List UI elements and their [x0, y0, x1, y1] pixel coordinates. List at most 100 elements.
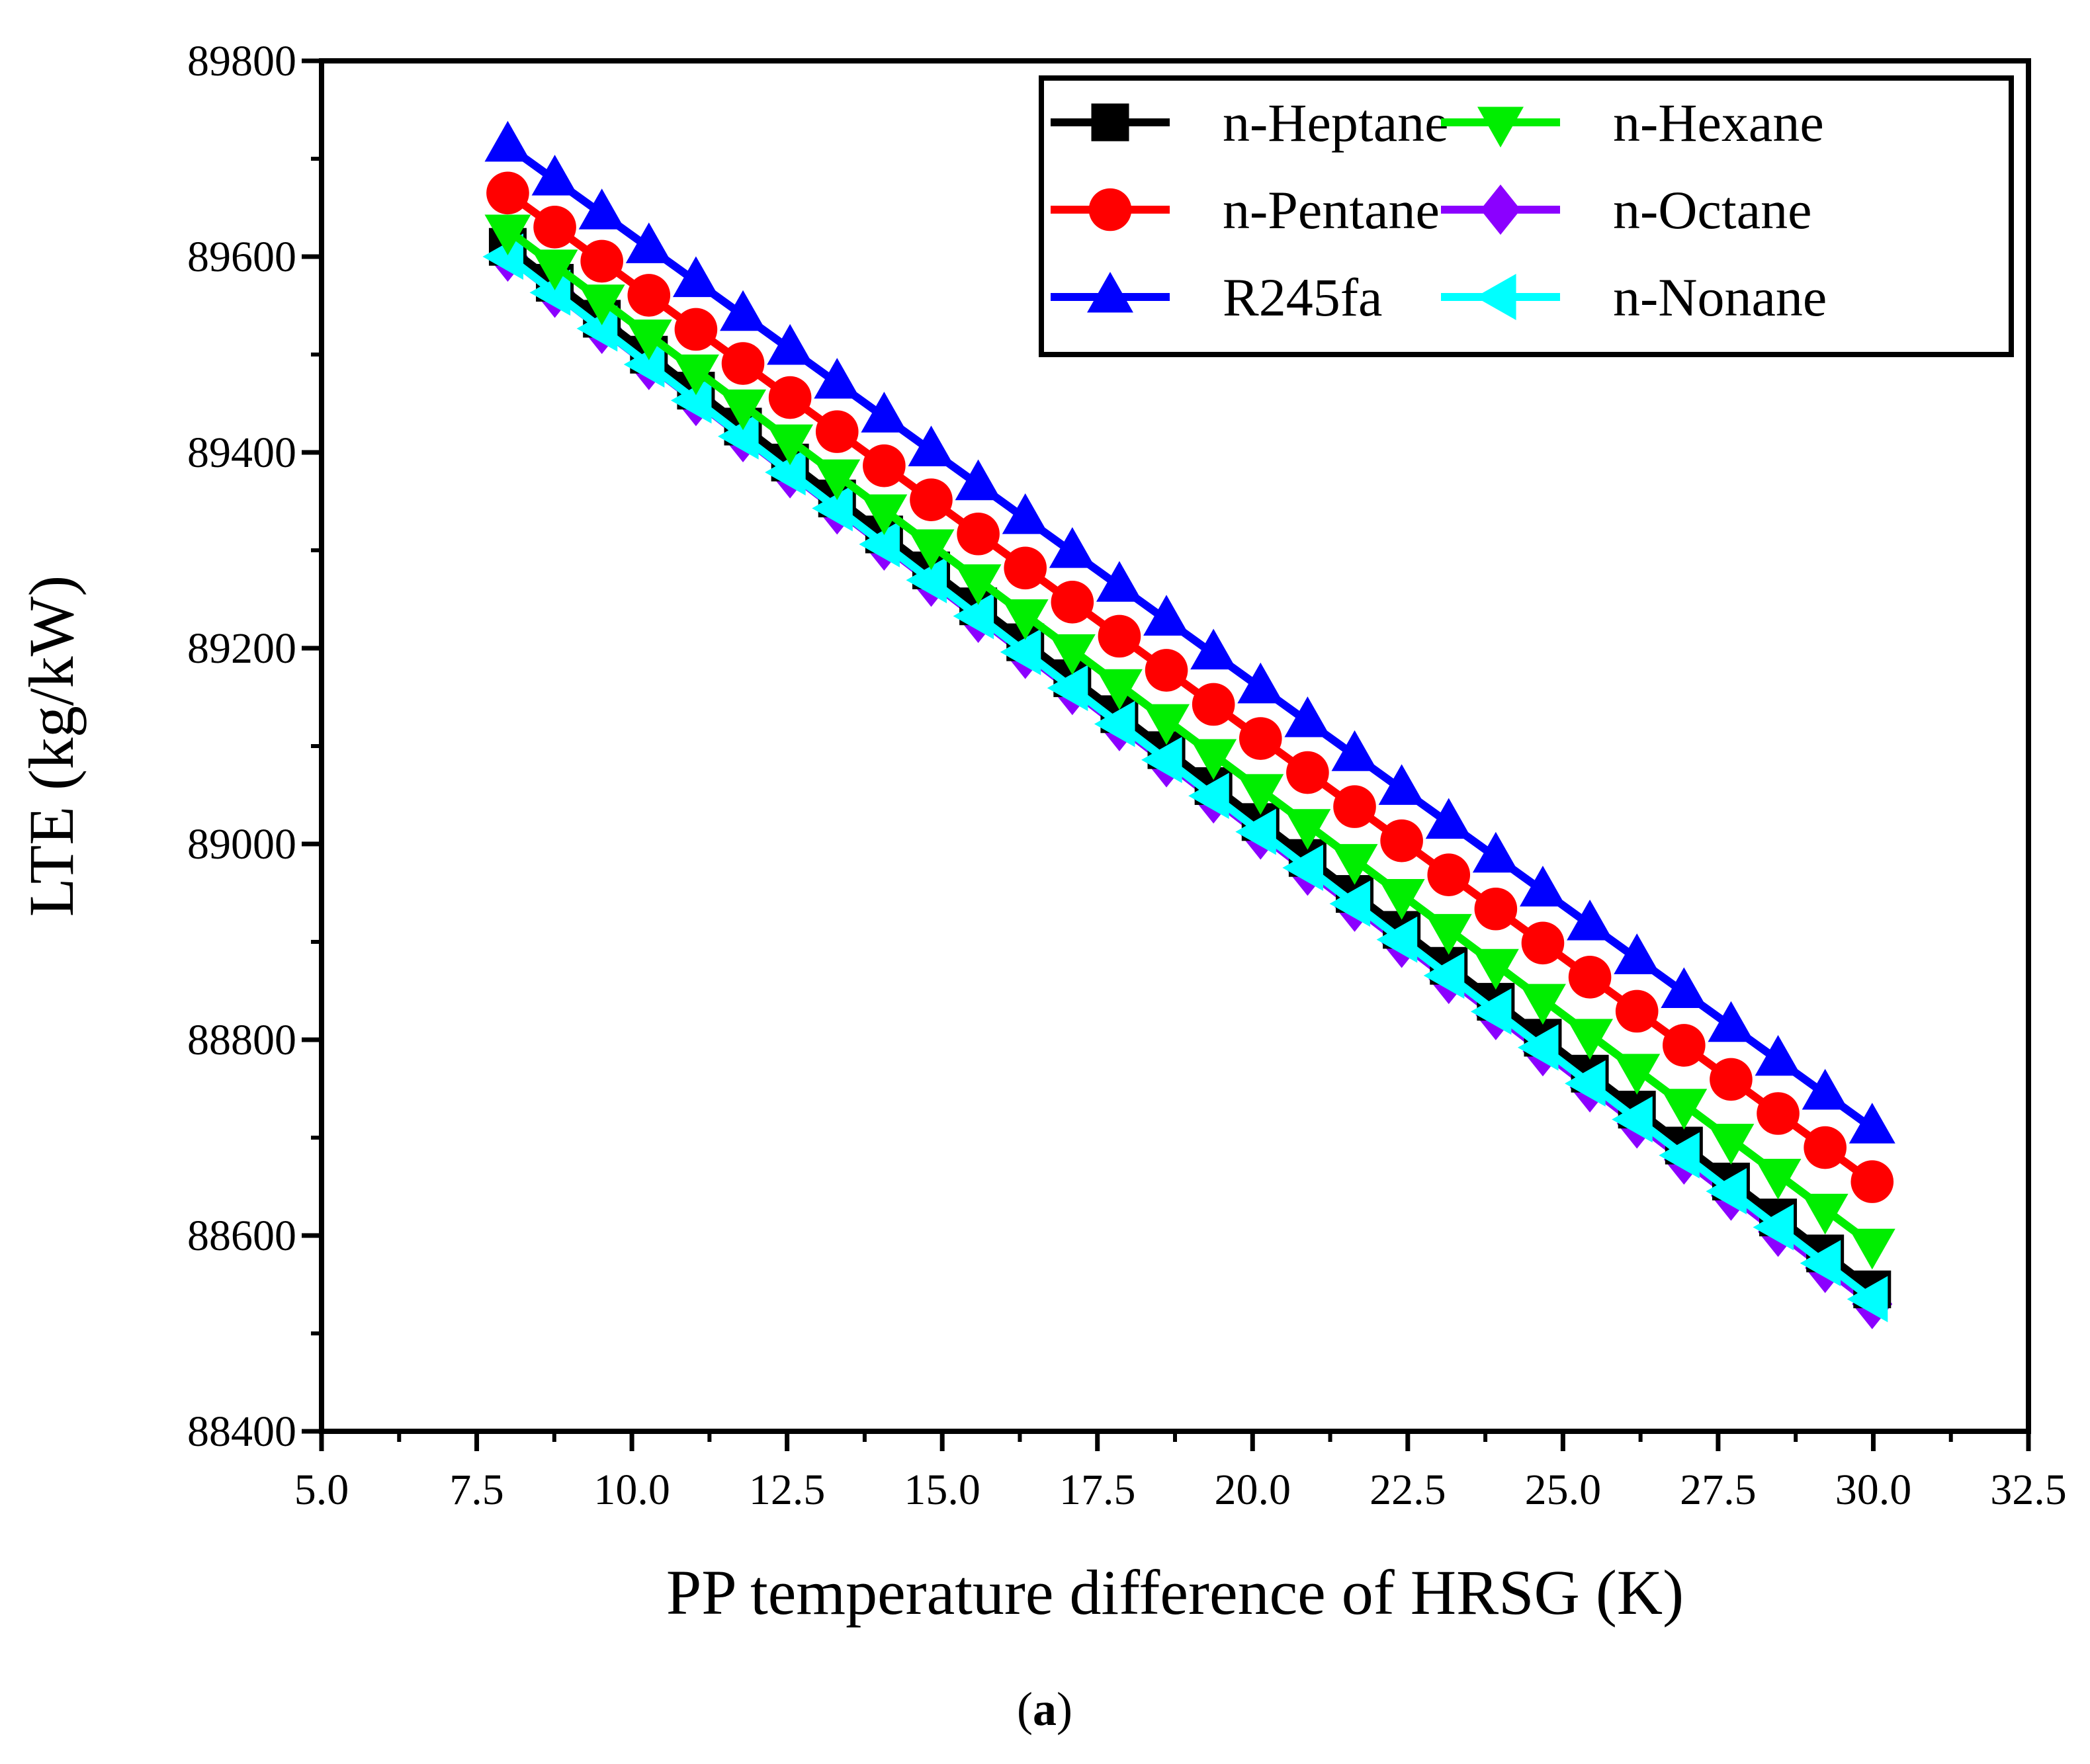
- data-point-n-nonane: [1800, 1239, 1841, 1286]
- data-point-n-nonane: [718, 413, 759, 460]
- legend-swatch-marker: [1088, 188, 1132, 231]
- data-point-n-nonane: [1659, 1132, 1700, 1179]
- data-point-r245fa: [1755, 1034, 1802, 1076]
- data-point-n-nonane: [1047, 665, 1088, 712]
- x-axis-title: PP temperature difference of HRSG (K): [666, 1557, 1684, 1628]
- data-point-r245fa: [955, 459, 1002, 501]
- data-point-n-pentane: [627, 274, 671, 317]
- legend-item-r245fa: R245fa: [1051, 267, 1382, 327]
- data-point-r245fa: [720, 290, 766, 331]
- caption-open: (: [1017, 1683, 1033, 1736]
- data-point-r245fa: [1567, 900, 1614, 941]
- x-tick-label: 22.5: [1370, 1466, 1446, 1514]
- legend-label: R245fa: [1223, 267, 1382, 327]
- data-point-r245fa: [1661, 967, 1708, 1009]
- data-point-n-hexane: [1755, 1159, 1802, 1200]
- data-point-n-pentane: [1239, 717, 1282, 760]
- legend-label: n-Pentane: [1223, 180, 1440, 240]
- data-point-n-hexane: [1849, 1228, 1895, 1270]
- legend-swatch-marker: [1087, 272, 1133, 313]
- data-point-r245fa: [1520, 865, 1566, 907]
- data-point-n-pentane: [721, 342, 765, 385]
- legend-swatch-marker: [1480, 185, 1521, 235]
- y-axis: 88400 88600 88800 89000 89200 89400 89600 89800: [187, 37, 322, 1456]
- data-point-n-nonane: [576, 305, 618, 352]
- data-point-n-pentane: [1051, 581, 1094, 624]
- data-point-r245fa: [1237, 662, 1284, 704]
- data-point-r245fa: [1096, 561, 1143, 602]
- y-tick-label: 88600: [187, 1212, 296, 1260]
- x-tick-label: 5.0: [294, 1466, 349, 1514]
- data-point-r245fa: [625, 222, 672, 263]
- y-tick-label: 89800: [187, 37, 296, 85]
- y-tick-label: 89400: [187, 429, 296, 477]
- data-point-n-nonane: [859, 521, 900, 567]
- data-point-n-nonane: [1470, 988, 1512, 1035]
- data-point-n-nonane: [1188, 773, 1229, 819]
- legend-swatch-marker: [1475, 274, 1516, 320]
- data-point-n-pentane: [674, 308, 718, 351]
- data-point-n-pentane: [1757, 1092, 1800, 1135]
- data-point-n-hexane: [578, 284, 625, 325]
- data-point-n-pentane: [1380, 819, 1423, 862]
- y-tick-label: 89000: [187, 820, 296, 868]
- data-point-r245fa: [1331, 730, 1378, 771]
- series-n-pentane: [486, 171, 1894, 1203]
- x-tick-label: 30.0: [1835, 1466, 1912, 1514]
- data-point-n-nonane: [1706, 1168, 1747, 1215]
- series-layer: [482, 120, 1895, 1329]
- data-point-n-pentane: [1333, 785, 1376, 828]
- data-point-n-nonane: [1565, 1060, 1606, 1107]
- data-point-r245fa: [1614, 933, 1661, 974]
- data-point-r245fa: [1284, 696, 1331, 737]
- data-point-n-nonane: [812, 485, 853, 532]
- data-point-n-nonane: [906, 557, 947, 604]
- data-point-r245fa: [767, 323, 814, 365]
- data-point-n-hexane: [1284, 809, 1331, 850]
- data-point-n-pentane: [910, 478, 953, 522]
- data-point-n-hexane: [955, 564, 1002, 605]
- data-point-n-pentane: [1098, 614, 1141, 658]
- data-point-n-pentane: [1521, 921, 1565, 965]
- data-point-n-hexane: [1802, 1193, 1849, 1235]
- data-point-n-nonane: [1141, 736, 1182, 783]
- data-point-n-hexane: [1472, 948, 1519, 990]
- legend-label: n-Heptane: [1223, 93, 1449, 153]
- legend-swatch-marker: [1091, 103, 1129, 142]
- data-point-n-hexane: [672, 354, 719, 396]
- data-point-n-nonane: [670, 377, 712, 424]
- data-point-n-nonane: [1094, 700, 1135, 747]
- data-point-n-hexane: [1190, 739, 1237, 780]
- data-point-r245fa: [1143, 595, 1190, 636]
- data-point-n-hexane: [1425, 913, 1472, 955]
- data-point-r245fa: [672, 256, 719, 298]
- data-point-n-hexane: [1378, 879, 1425, 920]
- data-point-n-pentane: [768, 376, 812, 419]
- data-point-r245fa: [1002, 493, 1049, 534]
- x-tick-label: 17.5: [1059, 1466, 1136, 1514]
- data-point-n-hexane: [1237, 774, 1284, 815]
- x-tick-label: 15.0: [904, 1466, 980, 1514]
- legend-item-n-pentane: n-Pentane: [1051, 180, 1440, 240]
- y-tick-label: 89600: [187, 233, 296, 281]
- data-point-n-hexane: [1002, 599, 1049, 640]
- data-point-n-nonane: [1329, 880, 1371, 927]
- x-tick-label: 20.0: [1215, 1466, 1291, 1514]
- data-point-n-pentane: [1851, 1160, 1894, 1203]
- legend: n-Heptane n-Hexane n-Pentane n-Octane R245fa…: [1039, 75, 2014, 357]
- data-point-n-pentane: [1568, 956, 1612, 999]
- caption-letter: a: [1033, 1683, 1057, 1736]
- data-point-n-pentane: [1286, 751, 1329, 794]
- data-point-n-hexane: [625, 319, 672, 360]
- data-point-n-hexane: [861, 494, 908, 536]
- data-point-n-hexane: [1661, 1089, 1708, 1130]
- data-point-n-nonane: [1423, 952, 1465, 999]
- data-point-r245fa: [1802, 1069, 1849, 1110]
- x-tick-label: 7.5: [449, 1466, 504, 1514]
- data-point-n-nonane: [953, 593, 994, 640]
- x-axis: 5.0 7.5 10.0 12.5 15.0 17.5 20.0 22.5 25.0 27.5 30…: [294, 1431, 2067, 1514]
- data-point-n-nonane: [1612, 1096, 1653, 1143]
- data-point-n-hexane: [720, 389, 766, 431]
- data-point-n-pentane: [815, 410, 859, 453]
